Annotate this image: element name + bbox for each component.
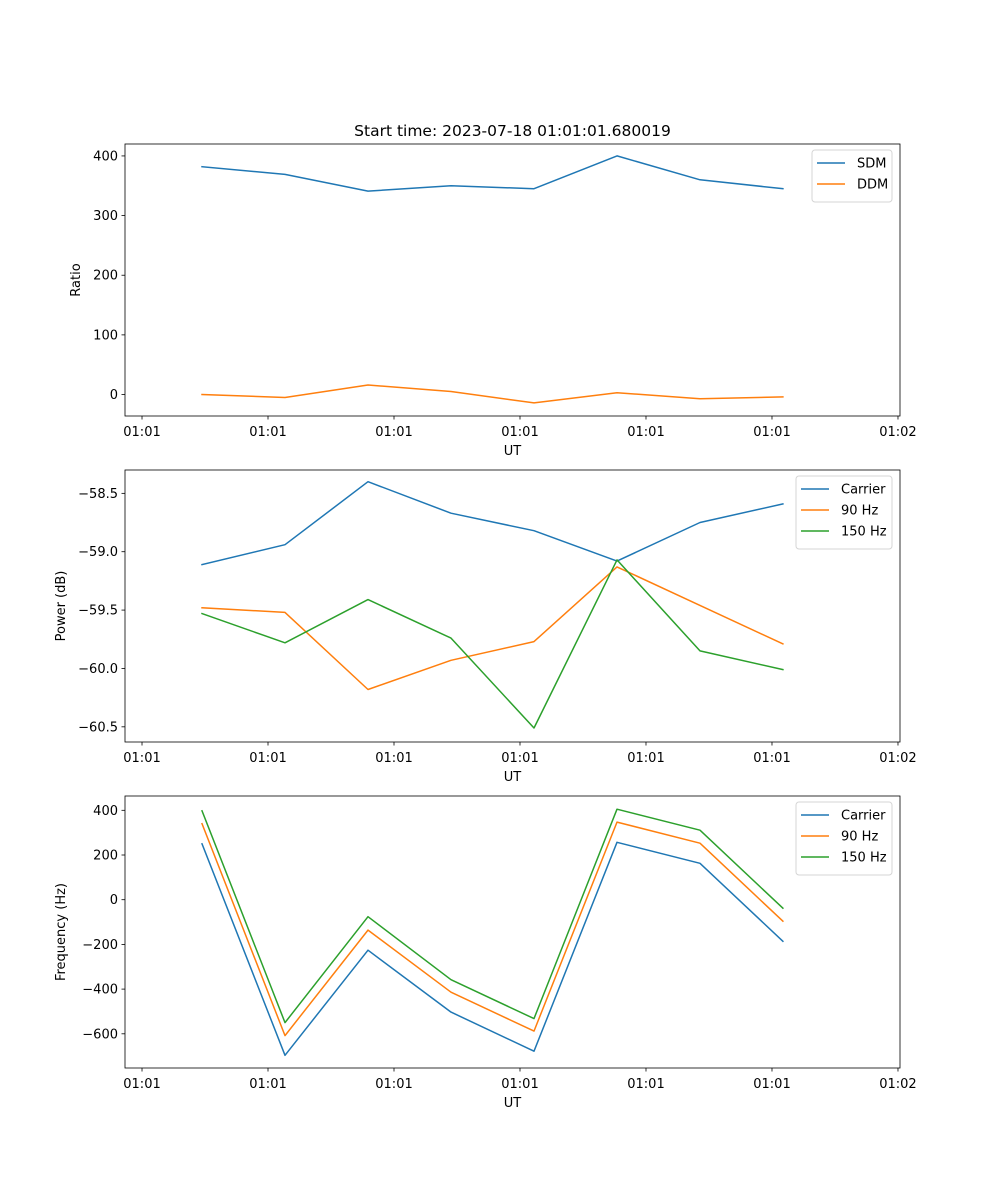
y-tick-label: −60.0 xyxy=(78,662,118,677)
x-axis-label: UT xyxy=(504,1096,522,1111)
x-tick-label: 01:01 xyxy=(123,751,160,766)
legend-label: Carrier xyxy=(841,483,886,498)
x-tick-label: 01:01 xyxy=(501,425,538,440)
x-tick-label: 01:01 xyxy=(123,1077,160,1092)
y-tick-label: 400 xyxy=(93,149,118,164)
subplot-2: 01:01 01:01 01:01 01:01 01:01 01:01 01:02 −60.5… xyxy=(54,469,917,785)
series-line-90-hz xyxy=(201,821,784,1037)
x-tick-label: 01:01 xyxy=(375,751,412,766)
x-axis-label: UT xyxy=(504,444,522,459)
x-tick-label: 01:01 xyxy=(753,1077,790,1092)
y-tick-label: 200 xyxy=(93,849,118,864)
axes-frame xyxy=(124,143,901,417)
legend: SDM DDM xyxy=(811,149,893,203)
series-line-150-hz xyxy=(201,808,784,1024)
x-tick-label: 01:02 xyxy=(879,751,916,766)
x-tick-label: 01:01 xyxy=(249,751,286,766)
y-tick-label: −600 xyxy=(82,1027,118,1042)
y-tick-label: 0 xyxy=(110,893,118,908)
legend-label: Carrier xyxy=(841,809,886,824)
y-axis-label: Ratio xyxy=(69,263,84,296)
x-tick-label: 01:02 xyxy=(879,425,916,440)
y-tick-label: −60.5 xyxy=(78,720,118,735)
series-line-sdm xyxy=(201,155,784,192)
y-tick-label: −59.5 xyxy=(78,604,118,619)
series-line-150-hz xyxy=(201,559,784,729)
legend-label: 90 Hz xyxy=(841,830,878,845)
x-tick-label: 01:01 xyxy=(753,751,790,766)
series-line-carrier xyxy=(201,841,784,1057)
x-tick-label: 01:01 xyxy=(249,425,286,440)
x-tick-label: 01:01 xyxy=(249,1077,286,1092)
series-line-carrier xyxy=(201,480,784,566)
chart-title: Start time: 2023-07-18 01:01:01.680019 xyxy=(354,122,671,140)
legend-label: SDM xyxy=(857,157,886,172)
x-tick-label: 01:01 xyxy=(501,751,538,766)
y-tick-label: 200 xyxy=(93,269,118,284)
x-tick-label: 01:01 xyxy=(375,1077,412,1092)
legend: Carrier 90 Hz 150 Hz xyxy=(795,475,893,550)
x-axis-label: UT xyxy=(504,770,522,785)
y-tick-label: 400 xyxy=(93,804,118,819)
x-tick-label: 01:01 xyxy=(627,751,664,766)
legend-label: 90 Hz xyxy=(841,504,878,519)
legend-label: 150 Hz xyxy=(841,525,887,540)
subplot-1: 01:01 01:01 01:01 01:01 01:01 01:01 01:02 0 100 2… xyxy=(69,143,917,459)
x-tick-label: 01:01 xyxy=(627,1077,664,1092)
y-tick-label: −58.5 xyxy=(78,487,118,502)
y-tick-label: 0 xyxy=(110,388,118,403)
y-axis-label: Power (dB) xyxy=(54,571,69,642)
legend-label: 150 Hz xyxy=(841,851,887,866)
axes-frame xyxy=(124,469,901,743)
legend: Carrier 90 Hz 150 Hz xyxy=(795,801,893,876)
subplot-3: 01:01 01:01 01:01 01:01 01:01 01:01 01:02 −600 −… xyxy=(54,795,917,1111)
axes-frame xyxy=(124,795,901,1069)
y-tick-label: −400 xyxy=(82,983,118,998)
y-tick-label: −200 xyxy=(82,938,118,953)
series-line-90-hz xyxy=(201,566,784,691)
y-tick-label: −59.0 xyxy=(78,545,118,560)
y-tick-label: 100 xyxy=(93,328,118,343)
x-tick-label: 01:01 xyxy=(753,425,790,440)
x-tick-label: 01:01 xyxy=(375,425,412,440)
y-axis-label: Frequency (Hz) xyxy=(54,883,69,981)
x-tick-label: 01:01 xyxy=(501,1077,538,1092)
x-tick-label: 01:02 xyxy=(879,1077,916,1092)
series-line-ddm xyxy=(201,384,784,404)
y-tick-label: 300 xyxy=(93,209,118,224)
x-tick-label: 01:01 xyxy=(627,425,664,440)
legend-label: DDM xyxy=(857,178,888,193)
x-tick-label: 01:01 xyxy=(123,425,160,440)
